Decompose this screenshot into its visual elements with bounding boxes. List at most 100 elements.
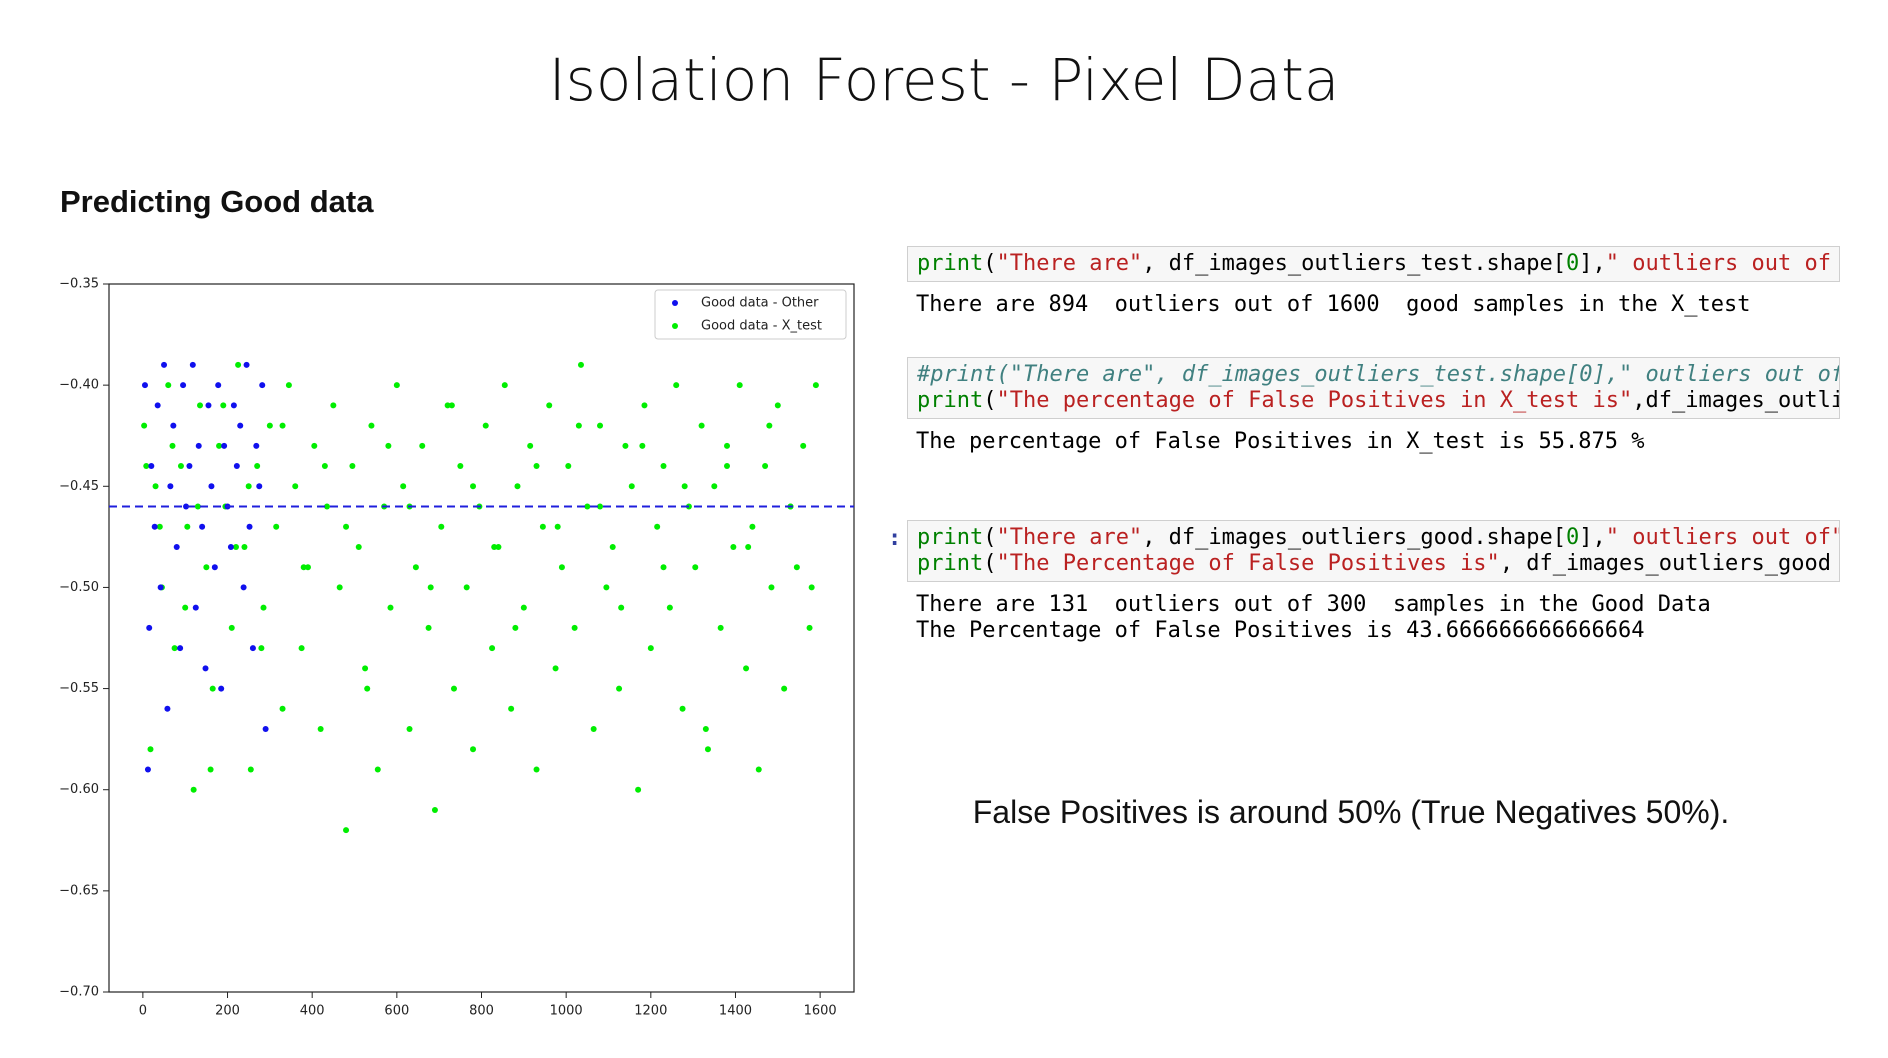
point <box>692 564 699 571</box>
point <box>199 523 206 530</box>
point <box>260 604 267 611</box>
point <box>457 463 464 470</box>
legend-box <box>654 289 847 340</box>
point <box>241 543 248 550</box>
point <box>539 523 546 530</box>
point <box>184 523 191 530</box>
point <box>647 645 654 652</box>
point <box>514 483 521 490</box>
point <box>679 705 686 712</box>
point <box>207 766 214 773</box>
point <box>143 463 150 470</box>
point <box>597 503 604 510</box>
code-token: ,df_images_outliers_test <box>1632 388 1839 413</box>
point <box>635 786 642 793</box>
point <box>628 483 635 490</box>
code-token: , df_images_outliers_good.shape[ <box>1142 525 1567 550</box>
point <box>431 806 438 813</box>
point <box>215 382 222 389</box>
point <box>489 645 496 652</box>
point <box>194 503 201 510</box>
point <box>285 382 292 389</box>
point <box>364 685 371 692</box>
point <box>641 402 648 409</box>
point <box>253 442 260 449</box>
point <box>195 442 202 449</box>
point <box>233 463 240 470</box>
point <box>221 442 228 449</box>
code-token: 0 <box>1566 251 1580 276</box>
point <box>190 786 197 793</box>
point <box>147 746 154 753</box>
point <box>154 402 161 409</box>
point <box>311 442 318 449</box>
point <box>448 402 455 409</box>
point <box>273 523 280 530</box>
point <box>609 543 616 550</box>
point <box>197 402 204 409</box>
point <box>220 402 227 409</box>
code-token: " outliers out of 1600 " <box>1605 251 1831 276</box>
code-token: "The percentage of False Positives in X_… <box>996 388 1633 413</box>
point <box>211 564 218 571</box>
point <box>597 422 604 429</box>
point <box>304 564 311 571</box>
code-token: ( <box>983 388 997 413</box>
point <box>156 523 163 530</box>
y-tick-label: −0.50 <box>59 580 99 595</box>
point <box>237 422 244 429</box>
x-tick-label: 1600 <box>804 1004 837 1019</box>
point <box>766 422 773 429</box>
point <box>157 584 164 591</box>
y-tick-label: −0.60 <box>59 782 99 797</box>
point <box>743 665 750 672</box>
point <box>724 463 731 470</box>
point <box>745 543 752 550</box>
point <box>262 726 269 733</box>
point <box>189 361 196 368</box>
point <box>141 382 148 389</box>
point <box>558 564 565 571</box>
code-cell: #print("There are", df_images_outliers_t… <box>907 357 1840 455</box>
point <box>660 564 667 571</box>
point <box>512 624 519 631</box>
point <box>266 422 273 429</box>
point <box>165 382 172 389</box>
point <box>482 422 489 429</box>
point <box>412 564 419 571</box>
point <box>749 523 756 530</box>
point <box>343 523 350 530</box>
point <box>343 827 350 834</box>
code-input: #print("There are", df_images_outliers_t… <box>907 357 1840 419</box>
point <box>202 665 209 672</box>
point <box>368 422 375 429</box>
point <box>438 523 445 530</box>
point <box>666 604 673 611</box>
point <box>491 543 498 550</box>
point <box>177 645 184 652</box>
point <box>245 483 252 490</box>
output-line: The percentage of False Positives in X_t… <box>916 429 1645 454</box>
point <box>681 483 688 490</box>
point <box>249 645 256 652</box>
point <box>300 564 307 571</box>
point <box>702 726 709 733</box>
point <box>463 584 470 591</box>
point <box>618 604 625 611</box>
point <box>616 685 623 692</box>
point <box>152 483 159 490</box>
point <box>501 382 508 389</box>
point <box>495 543 502 550</box>
point <box>148 463 155 470</box>
code-token: #print("There are", df_images_outliers_t… <box>917 362 1840 387</box>
point <box>235 361 242 368</box>
point <box>141 422 148 429</box>
code-token: print <box>917 525 984 550</box>
code-line: print("There are", df_images_outliers_te… <box>917 251 1831 277</box>
point <box>533 463 540 470</box>
point <box>227 543 234 550</box>
slide-title: Isolation Forest - Pixel Data <box>548 46 1340 114</box>
point <box>387 604 394 611</box>
point <box>527 442 534 449</box>
